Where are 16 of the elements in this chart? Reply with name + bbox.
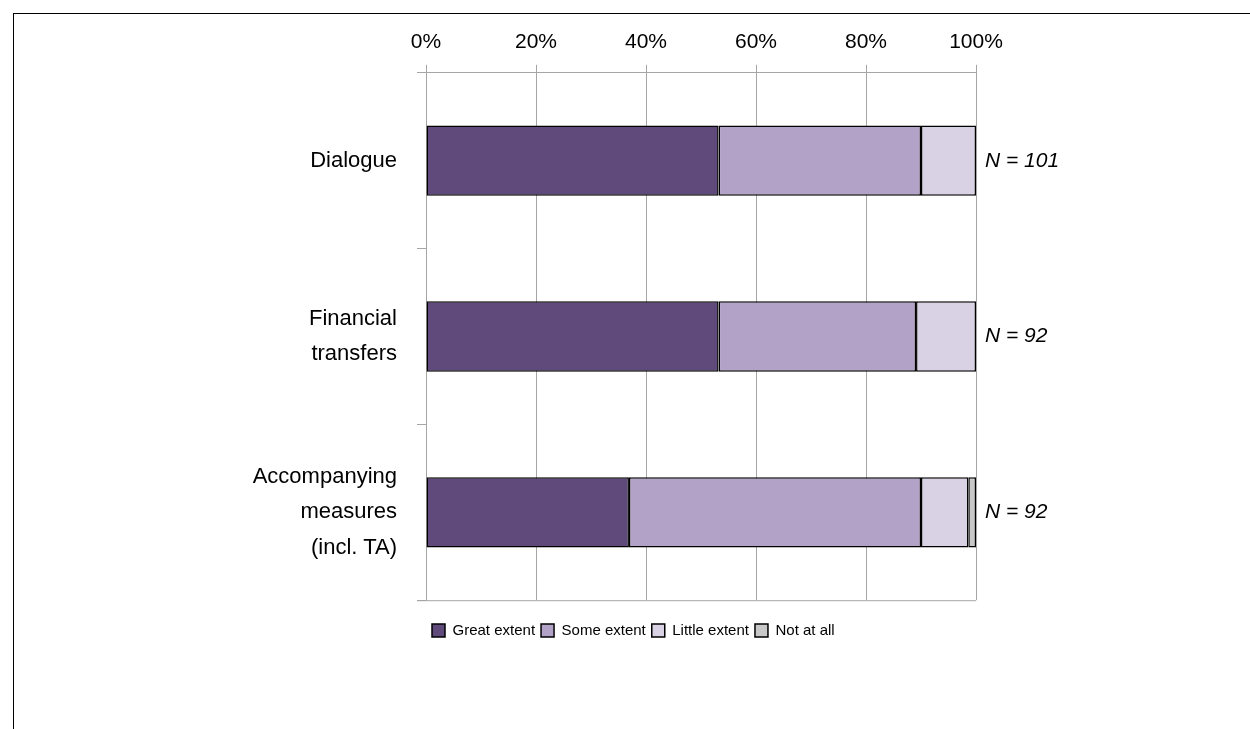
x-tick-label: 0% bbox=[410, 29, 442, 52]
legend-label: Great extent bbox=[452, 620, 536, 638]
x-tick-label: 100% bbox=[949, 29, 1003, 52]
legend-label: Not at all bbox=[775, 620, 835, 638]
text: N = 101 bbox=[985, 147, 1060, 171]
legend-label: Little extent bbox=[672, 620, 750, 638]
text: N = 92 bbox=[985, 323, 1048, 347]
y-tick-label: Dialogue bbox=[310, 146, 397, 172]
x-tick-label: 60% bbox=[734, 29, 778, 52]
y-tick-label: Financial transfers bbox=[308, 304, 397, 366]
text: N = 92 bbox=[985, 499, 1048, 523]
y-tick-label: Accompanying measures (incl. TA) bbox=[252, 463, 397, 559]
x-tick-label: 80% bbox=[844, 29, 888, 52]
x-tick-label: 20% bbox=[514, 29, 558, 52]
x-tick-label: 40% bbox=[624, 29, 668, 52]
legend-label: Some extent bbox=[561, 620, 647, 638]
